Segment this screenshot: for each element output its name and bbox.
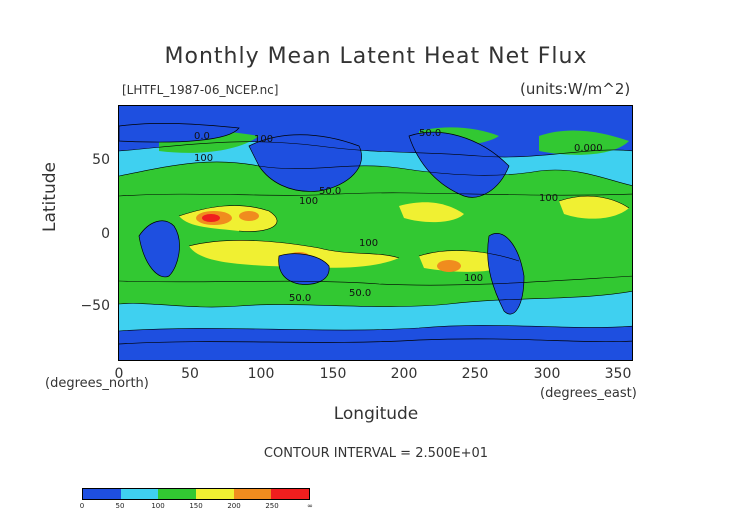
x-axis-label: Longitude	[333, 404, 419, 424]
colorbar-swatch	[233, 489, 272, 499]
colorbar	[82, 488, 310, 500]
latent-heat-flux-map: 0.0 100 50.0 100 50.0 100 0.000 100 50.0…	[118, 105, 633, 361]
contour-label: 100	[464, 273, 483, 284]
colorbar-tick: 250	[265, 502, 279, 510]
colorbar-tick: 0	[79, 502, 85, 510]
x-tick-100: 100	[247, 366, 275, 382]
contour-label: 0.000	[574, 143, 603, 154]
colorbar-swatch	[83, 489, 121, 499]
contour-label: 0.0	[194, 131, 210, 142]
contour-label: 50.0	[319, 186, 341, 197]
contour-label: 100	[539, 193, 558, 204]
y-tick-0: 0	[101, 226, 110, 242]
x-tick-200: 200	[390, 366, 418, 382]
y-tick-50: 50	[92, 152, 110, 168]
chart-title: Monthly Mean Latent Heat Net Flux	[164, 44, 588, 69]
contour-label: 50.0	[349, 288, 371, 299]
file-label: [LHTFL_1987-06_NCEP.nc]	[122, 83, 279, 97]
contour-label: 50.0	[289, 293, 311, 304]
colorbar-tick: 50	[115, 502, 125, 510]
colorbar-tick: 200	[227, 502, 241, 510]
x-tick-150: 150	[319, 366, 347, 382]
y-axis-label: Latitude	[40, 162, 60, 232]
colorbar-swatch	[271, 489, 310, 499]
contour-label: 100	[299, 196, 318, 207]
colorbar-tick: 150	[189, 502, 203, 510]
colorbar-swatch	[158, 489, 197, 499]
contour-label: 50.0	[419, 128, 441, 139]
contour-label: 100	[254, 134, 273, 145]
x-tick-0: 0	[114, 366, 124, 382]
x-tick-250: 250	[461, 366, 489, 382]
contour-label: 100	[194, 153, 213, 164]
x-axis-unit: (degrees_east)	[540, 386, 637, 401]
contour-interval: CONTOUR INTERVAL = 2.500E+01	[263, 446, 489, 461]
units-label: (units:W/m^2)	[520, 80, 631, 98]
x-tick-350: 350	[604, 366, 632, 382]
contour-label: 100	[359, 238, 378, 249]
colorbar-swatch	[120, 489, 159, 499]
colorbar-swatch	[196, 489, 234, 499]
colorbar-tick: ∞	[307, 502, 313, 510]
y-tick-minus50: −50	[80, 298, 110, 314]
x-tick-50: 50	[181, 366, 199, 382]
x-tick-300: 300	[533, 366, 561, 382]
colorbar-tick: 100	[151, 502, 165, 510]
y-axis-unit: (degrees_north)	[45, 376, 149, 391]
map-svg: 0.0 100 50.0 100 50.0 100 0.000 100 50.0…	[119, 106, 632, 360]
